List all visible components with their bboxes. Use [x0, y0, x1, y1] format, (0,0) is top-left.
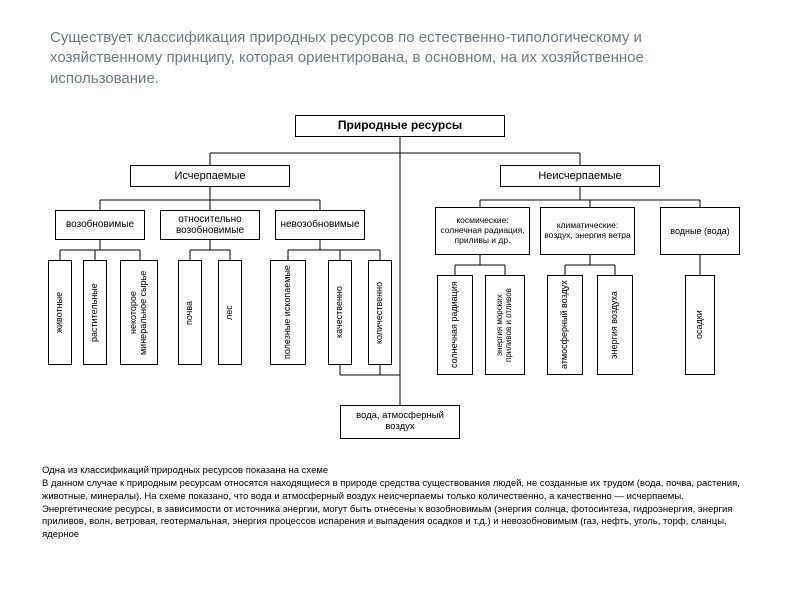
caption-p2: В данном случае к природным ресурсам отн…: [42, 478, 762, 503]
leaf-mineral-raw: некоторое минеральное сырье: [120, 260, 158, 365]
node-cosmic: космические: солнечная радиация, приливы…: [435, 207, 530, 255]
node-bottom: вода, атмосферный воздух: [340, 405, 460, 439]
leaf-air: атмосферный воздух: [547, 275, 583, 375]
node-nonrenewable: невозобновимые: [275, 210, 365, 240]
leaf-plants: растительные: [83, 260, 107, 365]
leaf-precipitation: осадки: [685, 275, 715, 375]
node-relatively-renewable: относительно возобновимые: [160, 210, 260, 240]
leaf-forest: лес: [218, 260, 242, 365]
leaf-quantitative: количественно: [368, 260, 392, 365]
node-water: водные (вода): [660, 207, 740, 255]
node-root: Природные ресурсы: [295, 115, 505, 137]
leaf-soil: почва: [178, 260, 202, 365]
node-inexhaustible: Неисчерпаемые: [500, 165, 660, 187]
caption-p3: Энергетические ресурсы, в зависимости от…: [42, 504, 762, 541]
caption-text: Одна из классификаций природных ресурсов…: [42, 465, 762, 542]
classification-diagram: Природные ресурсы Исчерпаемые Неисчерпае…: [40, 115, 760, 445]
page-title: Существует классификация природных ресур…: [50, 28, 750, 89]
node-exhaustible: Исчерпаемые: [130, 165, 290, 187]
node-climatic: климатические: воздух, энергия ветра: [540, 207, 635, 255]
node-renewable: возобновимые: [55, 210, 145, 240]
leaf-air-energy: энергия воздуха: [597, 275, 633, 375]
leaf-solar: солнечная радиация: [437, 275, 473, 375]
leaf-qualitative: качественно: [328, 260, 352, 365]
leaf-minerals: полезные ископаемые: [270, 260, 306, 365]
leaf-animals: животные: [48, 260, 72, 365]
leaf-tidal: энергия морских приливов и отливов: [485, 275, 525, 375]
caption-p1: Одна из классификаций природных ресурсов…: [42, 465, 762, 477]
